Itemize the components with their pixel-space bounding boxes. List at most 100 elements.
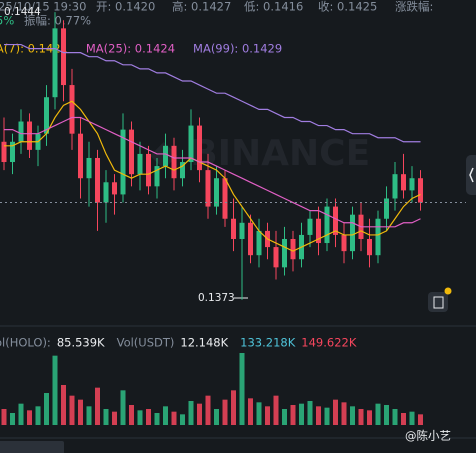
volume-bar bbox=[154, 413, 160, 425]
candle-body bbox=[333, 206, 338, 235]
side-handle-icon bbox=[469, 167, 474, 183]
note-button[interactable] bbox=[428, 292, 448, 312]
candle-body bbox=[103, 182, 109, 203]
volume-legend: 12.148K bbox=[180, 336, 228, 350]
volume-bar bbox=[18, 403, 24, 425]
candle-body bbox=[18, 121, 24, 142]
volume-bar bbox=[231, 390, 236, 425]
volume-bar bbox=[239, 353, 245, 425]
note-badge bbox=[444, 287, 452, 295]
volume-legend: Vol(HOLO): bbox=[0, 336, 51, 350]
ma-legend: MA(25): 0.1424 bbox=[86, 42, 175, 56]
volume-bar bbox=[265, 406, 270, 425]
candle-body bbox=[61, 28, 66, 86]
candle-body bbox=[222, 178, 228, 219]
volume-bar bbox=[188, 401, 194, 425]
candle-body bbox=[78, 133, 83, 179]
candle-body bbox=[367, 238, 372, 256]
volume-bar bbox=[256, 402, 262, 425]
watermark-text: @陈小艺 bbox=[405, 429, 451, 443]
candle-body bbox=[95, 157, 100, 203]
candle-body bbox=[239, 222, 245, 239]
volume-bar bbox=[146, 409, 151, 425]
volume-bar bbox=[78, 399, 83, 425]
volume-legend: 133.218K bbox=[240, 336, 296, 350]
volume-bar bbox=[222, 399, 228, 425]
volume-bar bbox=[375, 403, 381, 425]
header-open: 开: 0.1420 bbox=[96, 0, 155, 14]
volume-bar bbox=[341, 402, 347, 425]
candle-body bbox=[375, 218, 381, 256]
volume-bar bbox=[299, 403, 304, 425]
candle-body bbox=[282, 238, 287, 268]
candle-body bbox=[290, 238, 296, 260]
volume-legend: 149.622K bbox=[301, 336, 357, 350]
volume-bar bbox=[95, 387, 100, 425]
volume-bar bbox=[282, 409, 287, 425]
candle-body bbox=[129, 129, 134, 175]
header-close: 收: 0.1425 bbox=[318, 0, 377, 14]
time-cursor-box bbox=[0, 441, 64, 453]
volume-bar bbox=[401, 413, 406, 425]
volume-bar bbox=[61, 385, 66, 425]
candle-body bbox=[273, 247, 279, 268]
header-change: 涨跌幅: bbox=[395, 0, 433, 14]
volume-bar bbox=[137, 410, 143, 425]
volume-bar bbox=[333, 399, 338, 425]
header-low: 低: 0.1416 bbox=[244, 0, 303, 14]
volume-bar bbox=[35, 406, 41, 425]
side-handle[interactable] bbox=[466, 155, 476, 195]
candle-body bbox=[350, 214, 355, 252]
note-icon bbox=[433, 296, 444, 309]
candle-body bbox=[69, 85, 75, 134]
volume-bar bbox=[44, 393, 49, 425]
ma-line bbox=[4, 43, 421, 143]
candle-body bbox=[146, 153, 151, 187]
ma-line bbox=[4, 100, 421, 252]
candle-body bbox=[256, 230, 262, 256]
volume-bar bbox=[180, 414, 185, 425]
volume-bar bbox=[418, 414, 423, 425]
header-change-value: 5% bbox=[0, 14, 14, 28]
candle-body bbox=[401, 174, 406, 191]
volume-bar bbox=[214, 409, 219, 425]
volume-bar bbox=[316, 406, 321, 425]
candle-body bbox=[27, 121, 32, 150]
low-label: 0.1373 bbox=[198, 292, 235, 304]
candle-body bbox=[44, 97, 49, 134]
volume-legend: Vol(USDT) bbox=[117, 336, 175, 350]
watermark-logo: ◆ BINANCE bbox=[150, 133, 370, 174]
candle-body bbox=[188, 125, 194, 163]
candle-body bbox=[324, 206, 330, 244]
volume-bar bbox=[120, 390, 126, 425]
header-time: 25/10/15 19:30 bbox=[0, 0, 86, 14]
candle-body bbox=[316, 218, 321, 244]
volume-bar bbox=[324, 407, 330, 425]
high-label: 0.1444 bbox=[4, 6, 41, 18]
volume-bar bbox=[205, 395, 211, 425]
candle-body bbox=[137, 153, 143, 175]
volume-bar bbox=[1, 409, 7, 425]
candle-body bbox=[197, 125, 202, 171]
candle-body bbox=[154, 166, 160, 187]
volume-bar bbox=[350, 406, 355, 425]
candle-body bbox=[409, 178, 415, 191]
candle-body bbox=[52, 28, 58, 98]
volume-bar bbox=[367, 410, 372, 425]
volume-bar bbox=[10, 413, 15, 425]
volume-bar bbox=[69, 395, 75, 425]
candle-body bbox=[341, 234, 347, 252]
volume-bar bbox=[86, 406, 92, 425]
candle-body bbox=[418, 178, 423, 203]
ma-legend: MA(99): 0.1429 bbox=[193, 42, 282, 56]
candle-body bbox=[163, 145, 168, 167]
candle-body bbox=[180, 162, 185, 179]
volume-bar bbox=[248, 398, 253, 425]
volume-legend: 85.539K bbox=[57, 336, 105, 350]
volume-bar bbox=[52, 355, 58, 425]
volume-bar bbox=[103, 409, 109, 425]
header-amplitude: 振幅: 0.77% bbox=[24, 14, 91, 28]
